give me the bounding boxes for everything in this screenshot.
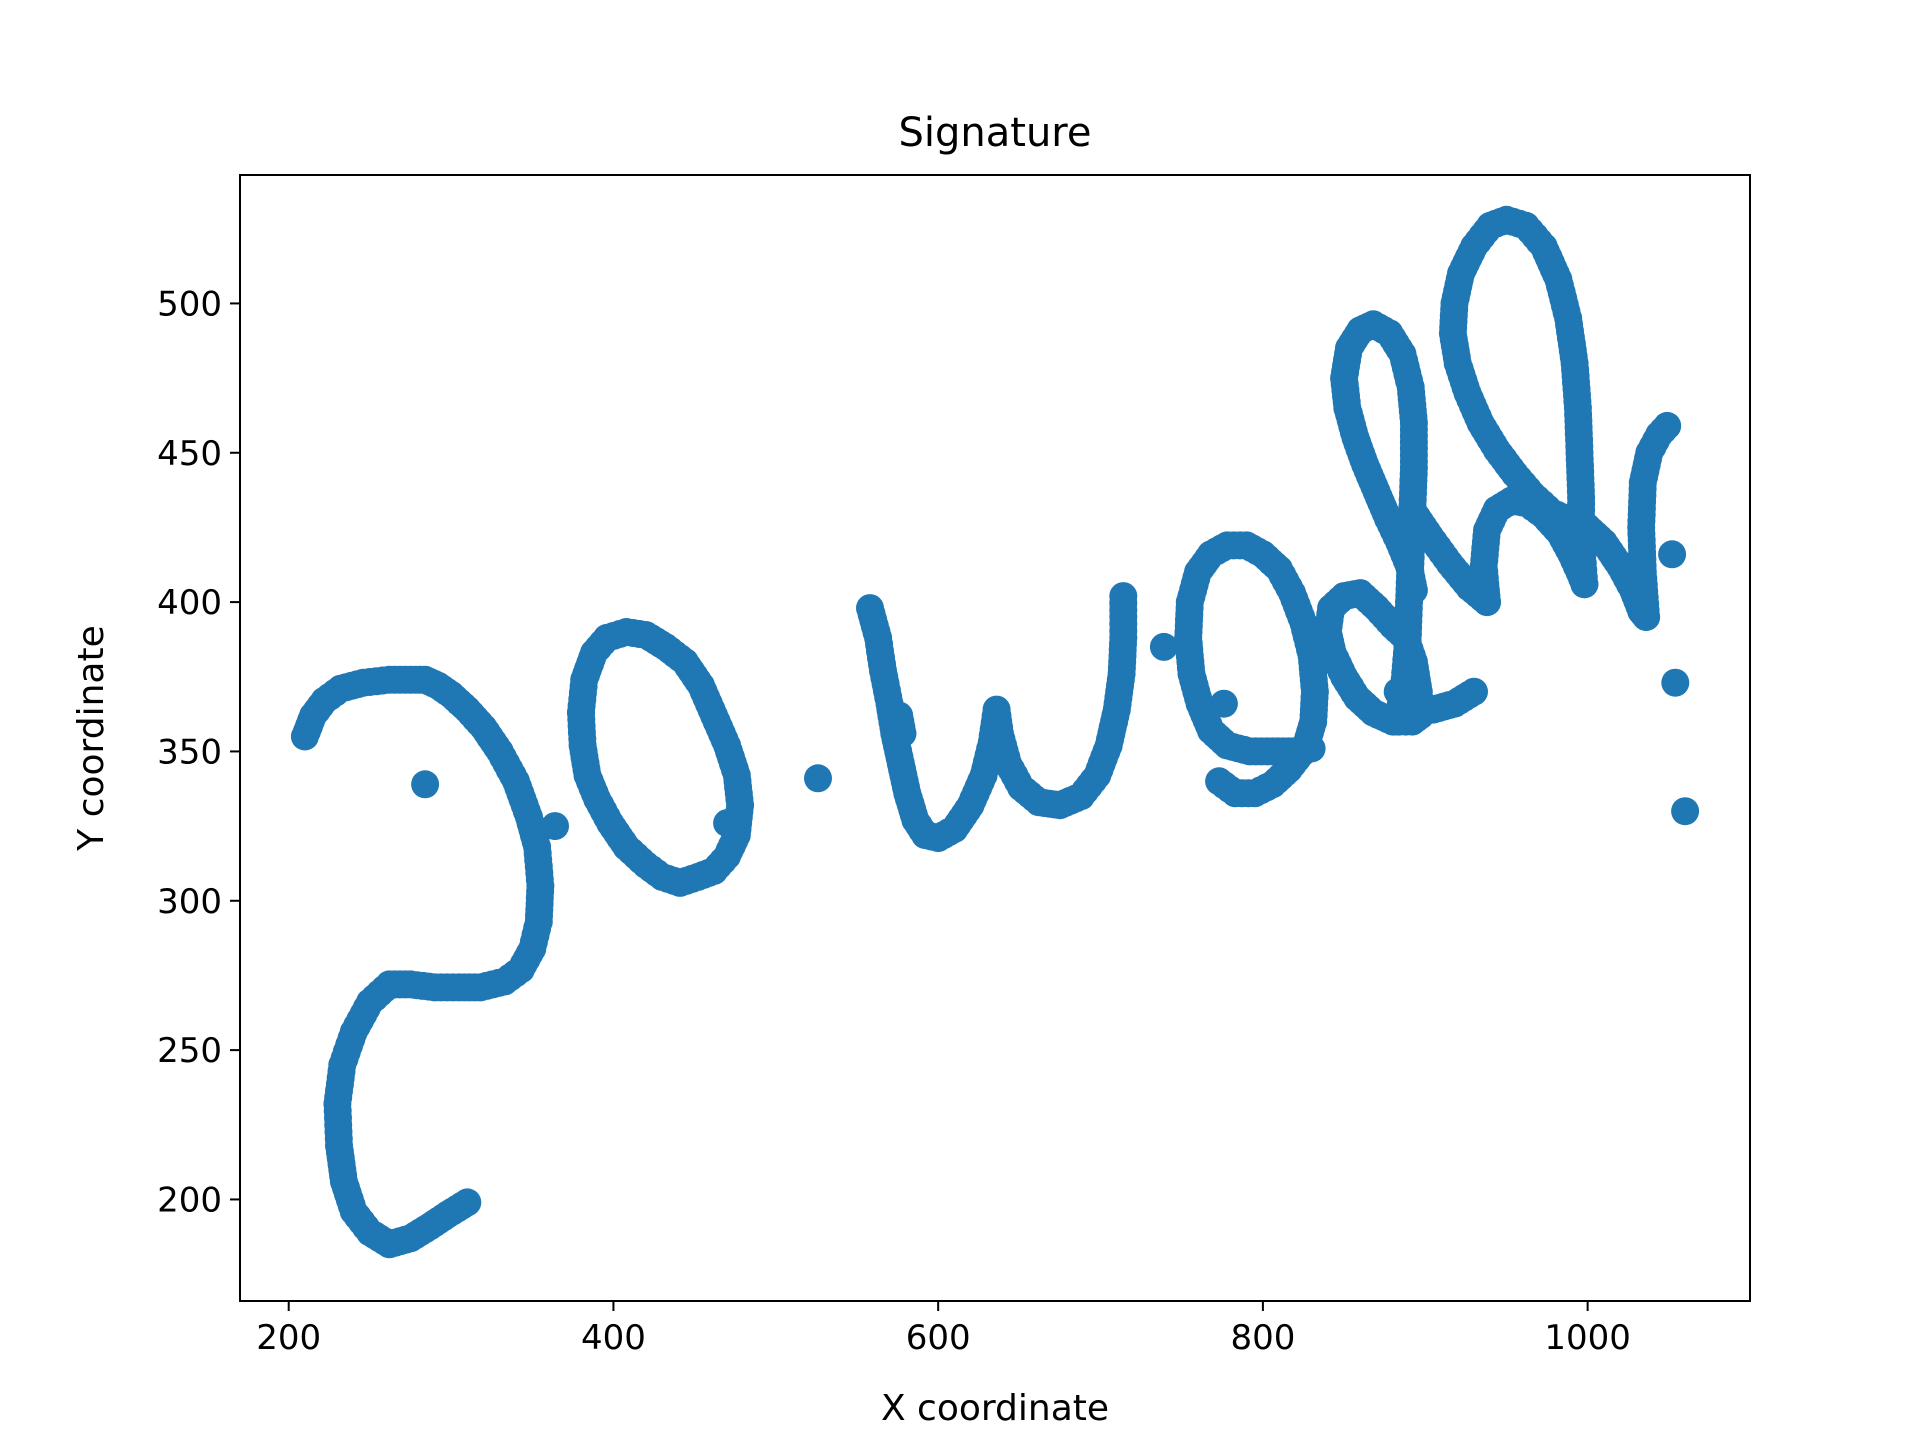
data-point: [1399, 576, 1428, 605]
data-point: [804, 764, 832, 793]
data-point: [1671, 797, 1700, 826]
y-tick-label: 300: [157, 882, 222, 922]
y-tick-label: 350: [157, 732, 222, 772]
x-tick-label: 1000: [1544, 1318, 1631, 1358]
data-point: [1313, 618, 1342, 646]
x-tick-label: 200: [256, 1318, 321, 1358]
data-point: [1460, 677, 1488, 706]
data-point: [1109, 582, 1138, 611]
data-point: [713, 809, 742, 838]
y-tick-label: 450: [157, 434, 222, 474]
data-point: [1658, 540, 1687, 569]
plot-frame: [239, 174, 1751, 1302]
data-point: [411, 770, 440, 799]
y-tick-label: 400: [157, 583, 222, 623]
plot-area: [290, 205, 1700, 1259]
x-axis: 200 400 600 800 1000: [256, 1301, 1631, 1358]
y-axis-title: Y coordinate: [71, 625, 112, 851]
data-point: [885, 701, 914, 730]
y-tick-label: 500: [157, 284, 222, 324]
data-point: [1149, 632, 1178, 661]
y-axis: 200 250 300 350 400 450 500: [157, 284, 240, 1220]
chart-title: Signature: [899, 110, 1092, 156]
data-point: [541, 812, 569, 841]
data-point: [1653, 411, 1682, 440]
x-tick-label: 600: [906, 1318, 971, 1358]
data-point: [567, 698, 595, 727]
y-tick-label: 200: [157, 1180, 222, 1220]
y-tick-label: 250: [157, 1031, 222, 1071]
x-tick-label: 400: [581, 1318, 646, 1358]
x-tick-label: 800: [1230, 1318, 1295, 1358]
data-point: [1297, 734, 1326, 763]
x-axis-title: X coordinate: [881, 1388, 1109, 1429]
data-point: [1661, 668, 1690, 697]
data-point: [453, 1188, 482, 1217]
